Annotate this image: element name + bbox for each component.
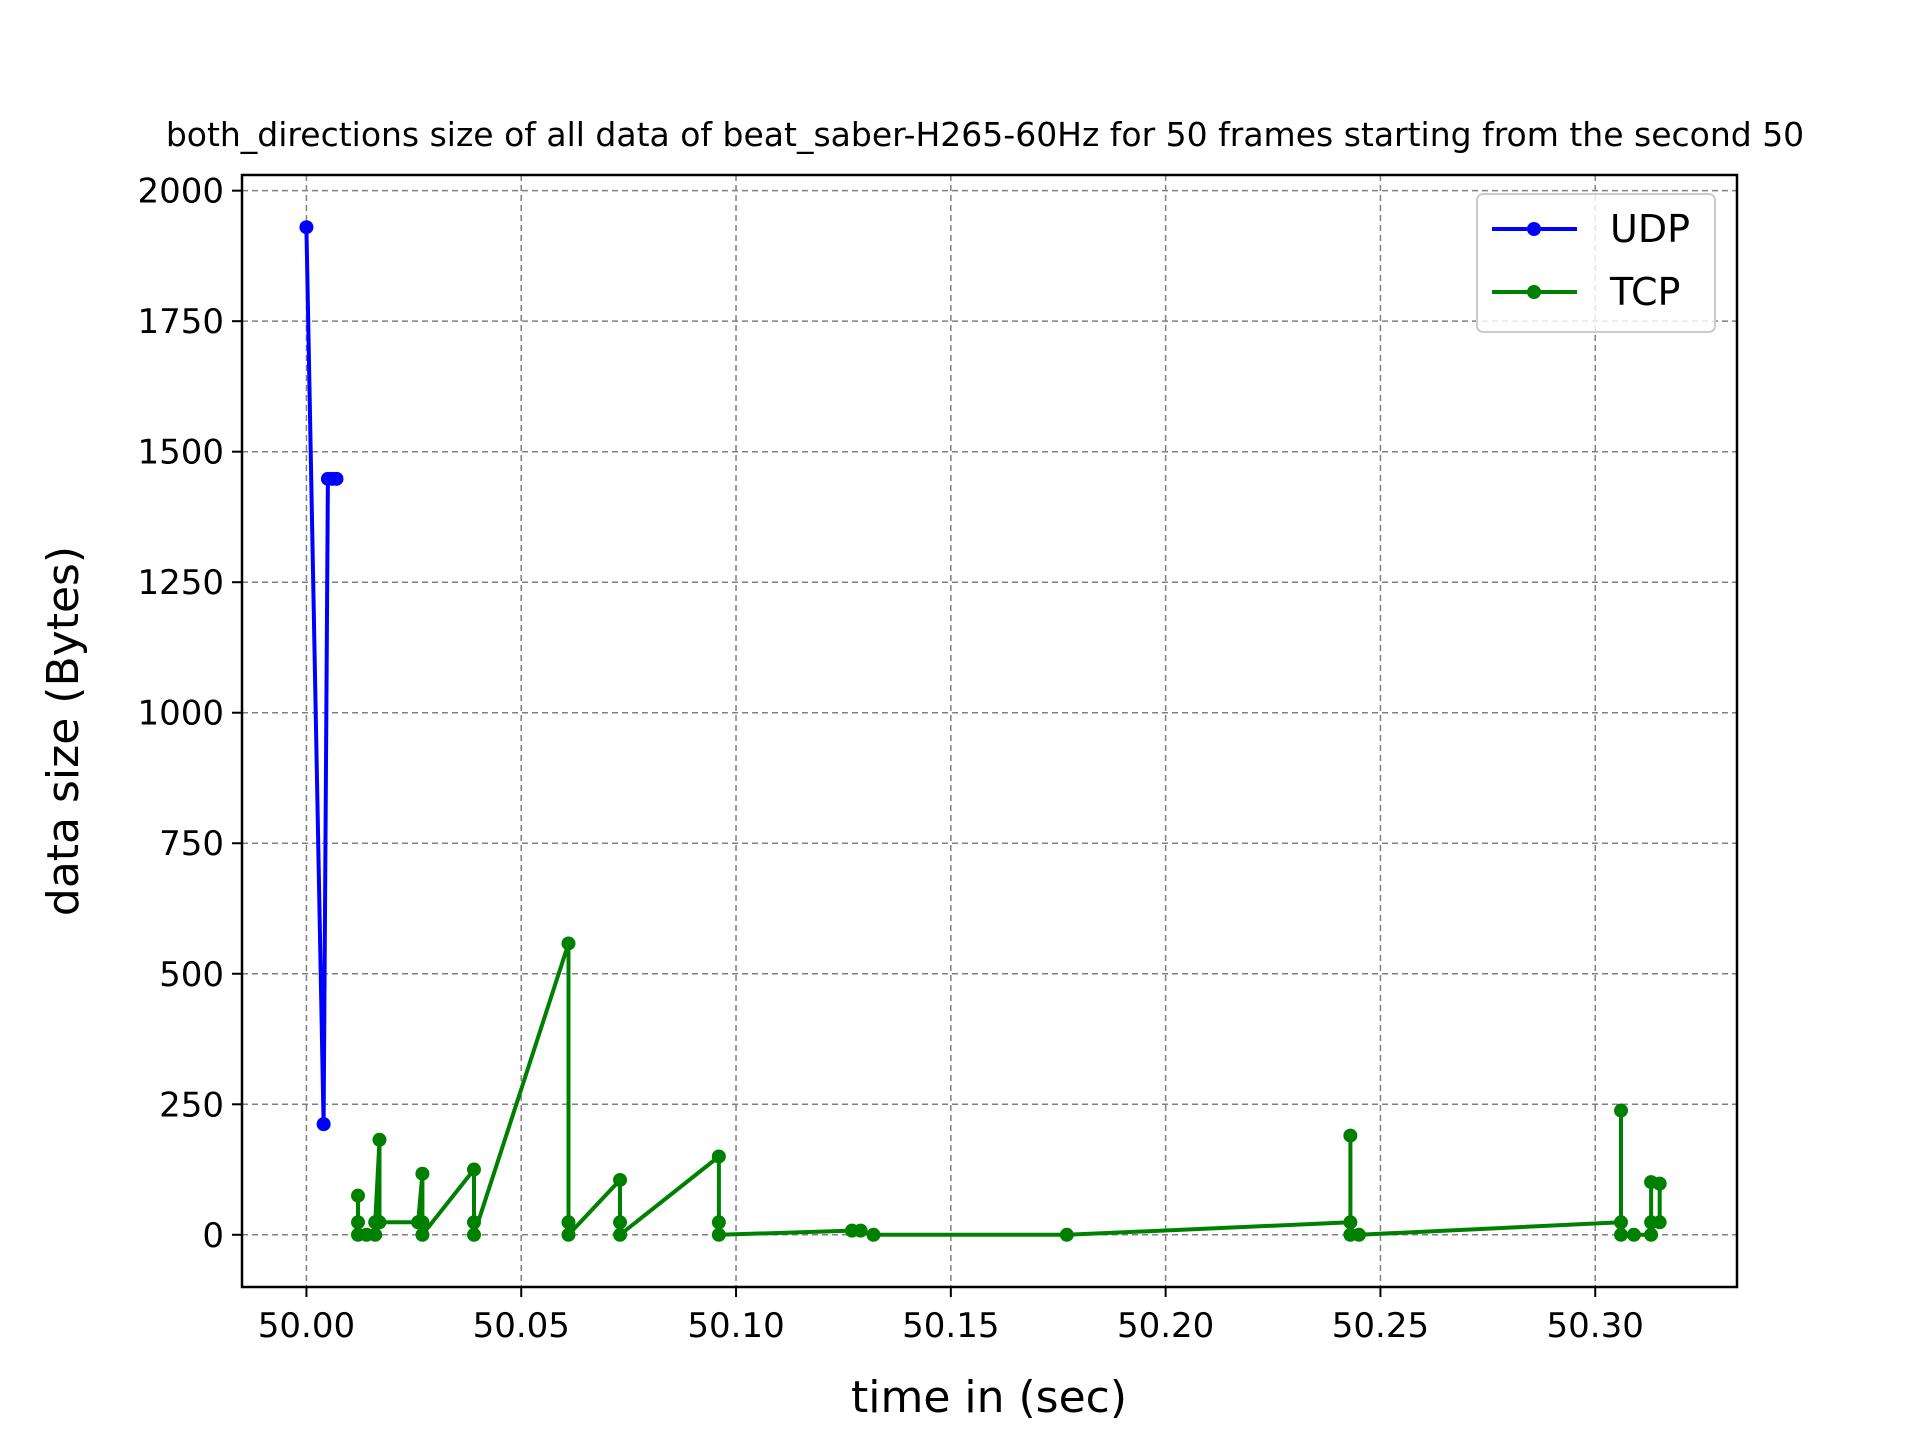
data-point-tcp [466, 1215, 481, 1230]
x-tick-label: 50.30 [1547, 1306, 1644, 1346]
data-point-tcp [561, 1227, 576, 1242]
data-point-tcp [1343, 1215, 1358, 1230]
data-point-tcp [1343, 1128, 1358, 1143]
data-point-tcp [415, 1215, 430, 1230]
data-point-tcp [415, 1166, 430, 1181]
data-point-tcp [1614, 1103, 1629, 1118]
legend: UDP TCP [1476, 193, 1716, 333]
data-point-tcp [1614, 1215, 1629, 1230]
data-point-tcp [1644, 1227, 1659, 1242]
data-point-tcp [372, 1132, 387, 1147]
plot-series [299, 220, 1667, 1242]
data-point-udp [329, 471, 344, 486]
data-point-tcp [561, 1215, 576, 1230]
data-point-tcp [561, 936, 576, 951]
y-tick-label: 2000 [137, 172, 224, 212]
data-point-udp [316, 1117, 331, 1132]
axis-ticks: 50.00 50.05 50.10 50.15 50.20 50.25 50.30 0 250 5… [137, 172, 1643, 1346]
y-tick-label: 1000 [137, 694, 224, 734]
y-tick-label: 1750 [137, 302, 224, 342]
plot-frame [240, 173, 1739, 1289]
x-tick-label: 50.10 [687, 1306, 784, 1346]
data-point-tcp [350, 1215, 365, 1230]
y-axis-label: data size (Bytes) [38, 546, 89, 916]
data-point-tcp [853, 1223, 868, 1238]
data-point-tcp [466, 1227, 481, 1242]
data-point-tcp [613, 1172, 628, 1187]
data-point-tcp [711, 1215, 726, 1230]
data-point-tcp [466, 1162, 481, 1177]
data-point-tcp [1059, 1227, 1074, 1242]
x-tick-label: 50.15 [902, 1306, 999, 1346]
y-tick-label: 500 [159, 955, 224, 995]
data-point-tcp [866, 1227, 881, 1242]
data-point-tcp [1652, 1215, 1667, 1230]
x-tick-label: 50.05 [473, 1306, 570, 1346]
data-point-tcp [613, 1215, 628, 1230]
legend-label-tcp: TCP [1609, 270, 1680, 314]
y-tick-label: 1250 [137, 563, 224, 603]
grid [242, 175, 1737, 1287]
x-axis-label: time in (sec) [851, 1372, 1127, 1423]
x-tick-label: 50.00 [258, 1306, 355, 1346]
data-point-tcp [372, 1215, 387, 1230]
data-point-tcp [711, 1227, 726, 1242]
y-tick-label: 0 [202, 1216, 224, 1256]
chart-title: both_directions size of all data of beat… [166, 115, 1804, 154]
x-tick-label: 50.25 [1332, 1306, 1429, 1346]
data-point-tcp [711, 1149, 726, 1164]
y-tick-label: 1500 [137, 433, 224, 473]
x-tick-label: 50.20 [1117, 1306, 1214, 1346]
y-tick-label: 250 [159, 1085, 224, 1125]
data-point-tcp [1351, 1227, 1366, 1242]
legend-marker-udp [1527, 222, 1541, 236]
data-point-udp [299, 220, 314, 235]
data-point-tcp [1614, 1227, 1629, 1242]
data-point-tcp [415, 1227, 430, 1242]
legend-marker-tcp [1527, 285, 1541, 299]
data-point-tcp [1652, 1176, 1667, 1191]
data-point-tcp [613, 1227, 628, 1242]
legend-label-udp: UDP [1610, 207, 1690, 251]
data-point-tcp [1626, 1227, 1641, 1242]
y-tick-label: 750 [159, 824, 224, 864]
series-line-udp [304, 227, 337, 1127]
data-point-tcp [350, 1188, 365, 1203]
series-line-tcp [356, 941, 1662, 1237]
data-point-tcp [368, 1227, 383, 1242]
